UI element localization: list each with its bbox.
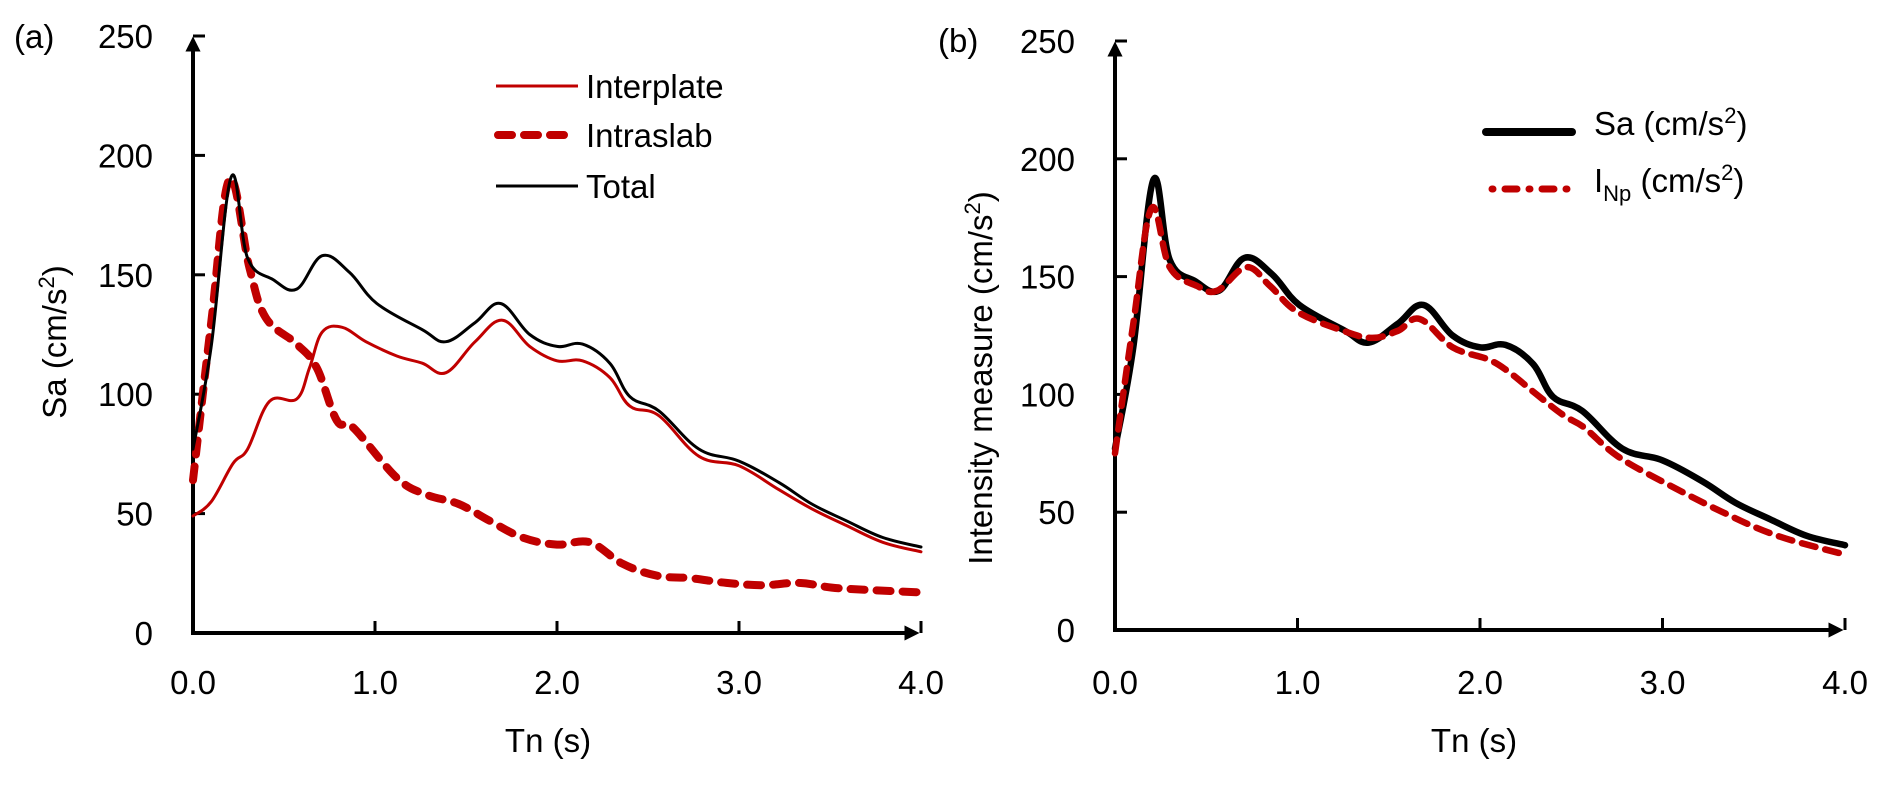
- legend-item-intraslab[interactable]: Intraslab: [494, 117, 713, 154]
- legend-item-sa[interactable]: Sa (cm/s2): [1482, 103, 1747, 142]
- y-tick-label: 250: [98, 18, 153, 55]
- series-line-inp-cm-s2: [1111, 203, 1849, 558]
- x-axis-ticks-b: 0.0 1.0 2.0 3.0 4.0: [1092, 618, 1868, 701]
- x-tick-label: 3.0: [716, 664, 762, 701]
- legend-item-total[interactable]: Total: [496, 168, 656, 205]
- x-tick-label: 1.0: [352, 664, 398, 701]
- legend-label-inp: INp (cm/s2): [1594, 160, 1744, 206]
- panel-label-a: (a): [14, 18, 54, 55]
- legend-label-sa: Sa (cm/s2): [1594, 103, 1747, 142]
- x-tick-label: 3.0: [1640, 664, 1686, 701]
- x-tick-label: 1.0: [1275, 664, 1321, 701]
- series-line-interplate: [191, 318, 923, 554]
- y-tick-label: 200: [1020, 141, 1075, 178]
- x-tick-label: 2.0: [1457, 664, 1503, 701]
- y-axis-title-b: Intensity measure (cm/s2): [960, 191, 999, 565]
- x-tick-label: 0.0: [170, 664, 216, 701]
- legend-item-inp[interactable]: INp (cm/s2): [1488, 160, 1744, 206]
- series-line-sa-cm-s2: [1111, 174, 1849, 549]
- x-tick-label: 2.0: [534, 664, 580, 701]
- y-tick-label: 100: [1020, 376, 1075, 413]
- legend-b: Sa (cm/s2) INp (cm/s2): [1482, 103, 1747, 206]
- y-tick-label: 150: [1020, 259, 1075, 296]
- y-tick-label: 200: [98, 137, 153, 174]
- x-tick-label: 4.0: [1822, 664, 1868, 701]
- legend-a: Interplate Intraslab Total: [494, 68, 724, 205]
- x-tick-label: 4.0: [898, 664, 944, 701]
- panel-b: (b) 0 50 100 150 200 250 0.0 1.0 2.0 3.0 4.0 Tn (…: [938, 22, 1868, 759]
- y-axis-ticks-b: 0 50 100 150 200 250: [1020, 23, 1127, 649]
- x-tick-label: 0.0: [1092, 664, 1138, 701]
- panel-label-b: (b): [938, 22, 978, 59]
- x-axis-title-b: Tn (s): [1431, 722, 1517, 759]
- x-axis-ticks-a: 0.0 1.0 2.0 3.0 4.0: [170, 621, 944, 701]
- series-line-intraslab: [189, 174, 925, 597]
- y-axis-ticks-a: 0 50 100 150 200 250: [98, 18, 205, 652]
- series-line-total: [191, 173, 923, 549]
- y-tick-label: 150: [98, 257, 153, 294]
- legend-label-intraslab: Intraslab: [586, 117, 713, 154]
- panel-a: (a) 0 50 100 150 200 250 0.0 1.0 2.0 3.0 4.0 Tn (…: [14, 18, 944, 759]
- legend-label-interplate: Interplate: [586, 68, 724, 105]
- x-axis-title-a: Tn (s): [505, 722, 591, 759]
- series-group-a: [189, 173, 925, 597]
- legend-label-total: Total: [586, 168, 656, 205]
- y-tick-label: 250: [1020, 23, 1075, 60]
- y-tick-label: 0: [135, 615, 153, 652]
- legend-item-interplate[interactable]: Interplate: [496, 68, 724, 105]
- series-group-b: [1111, 174, 1849, 558]
- y-tick-label: 100: [98, 376, 153, 413]
- y-tick-label: 50: [1038, 494, 1075, 531]
- y-tick-label: 0: [1057, 612, 1075, 649]
- y-axis-title-a: Sa (cm/s2): [34, 265, 73, 418]
- y-tick-label: 50: [116, 496, 153, 533]
